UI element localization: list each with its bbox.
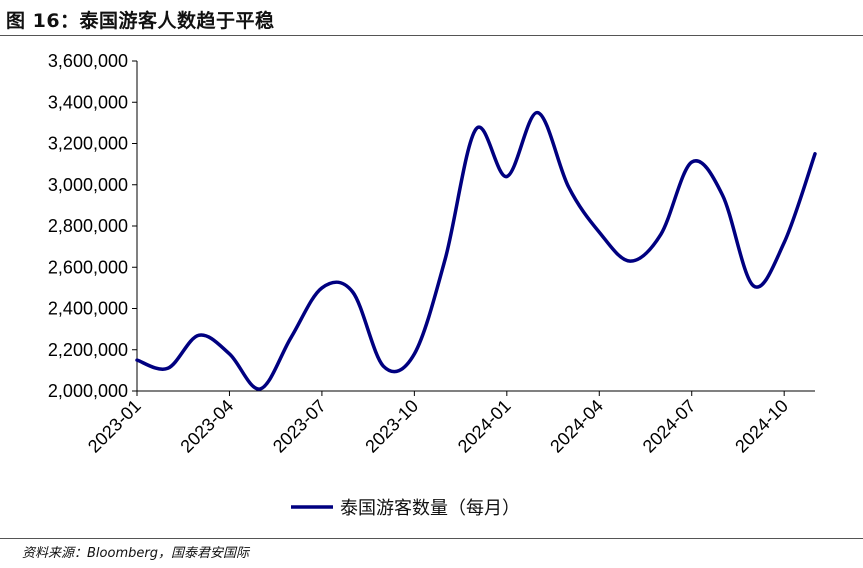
x-axis-ticks: 2023-01 2023-04 2023-07 2023-10 2024-01 2024-… (84, 391, 792, 457)
figure-title: 图 16：泰国游客人数趋于平稳 (6, 10, 275, 32)
y-tick-label: 3,600,000 (48, 51, 128, 71)
legend-label: 泰国游客数量（每月） (340, 498, 520, 519)
series-lines (135, 110, 817, 391)
x-tick-label: 2024-01 (454, 396, 515, 457)
series-line (135, 110, 817, 391)
x-tick-label: 2023-04 (176, 396, 237, 457)
x-tick-label: 2024-04 (546, 396, 607, 457)
x-tick-label: 2024-07 (639, 396, 700, 457)
y-tick-label: 2,600,000 (48, 257, 128, 277)
chart-axes (136, 61, 815, 392)
x-tick-label: 2023-10 (361, 396, 422, 457)
top-rule (0, 35, 863, 36)
line-chart: 2,000,000 2,200,000 2,400,000 2,600,000 2,80… (48, 51, 817, 519)
bottom-rule (0, 538, 863, 539)
legend: 泰国游客数量（每月） (291, 498, 520, 519)
x-tick-label: 2024-10 (731, 396, 792, 457)
x-tick-label: 2023-01 (84, 396, 145, 457)
y-tick-label: 2,400,000 (48, 299, 128, 319)
y-tick-label: 2,200,000 (48, 340, 128, 360)
y-tick-label: 3,200,000 (48, 134, 128, 154)
y-axis-ticks: 2,000,000 2,200,000 2,400,000 2,600,000 2,80… (48, 51, 137, 401)
y-tick-label: 3,000,000 (48, 175, 128, 195)
y-tick-label: 3,400,000 (48, 92, 128, 112)
y-tick-label: 2,000,000 (48, 381, 128, 401)
y-tick-label: 2,800,000 (48, 216, 128, 236)
source-note: 资料来源：Bloomberg，国泰君安国际 (22, 546, 249, 561)
x-tick-label: 2023-07 (269, 396, 330, 457)
